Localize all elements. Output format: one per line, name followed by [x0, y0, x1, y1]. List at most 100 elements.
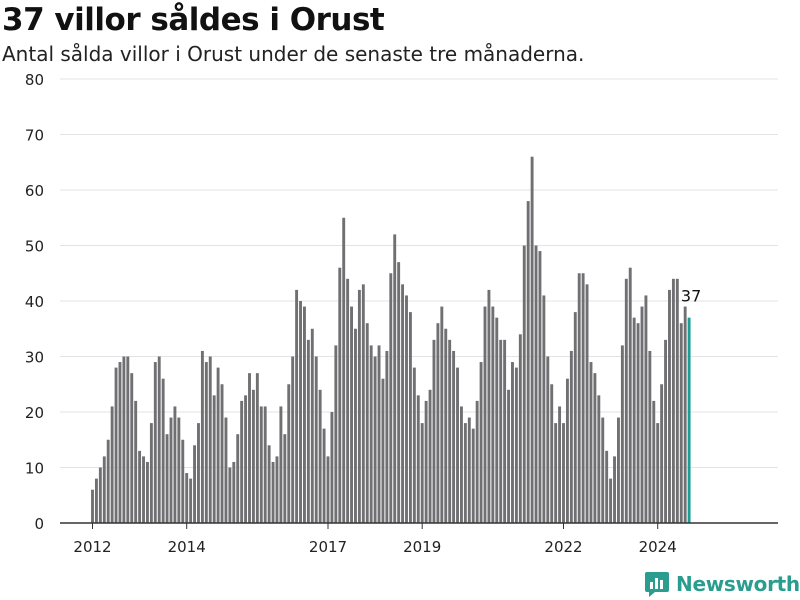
bar: [397, 262, 401, 523]
bar: [408, 312, 412, 523]
highlight-label: 37: [681, 287, 701, 306]
bar: [597, 395, 601, 523]
bar: [177, 417, 181, 523]
bar: [644, 295, 648, 523]
bar: [507, 389, 510, 523]
bar: [487, 289, 491, 523]
bar: [460, 406, 463, 523]
bar: [503, 339, 507, 523]
bar: [577, 273, 581, 523]
bar: [483, 306, 487, 523]
bar: [687, 317, 691, 523]
bar: [295, 289, 299, 523]
bar: [110, 406, 114, 523]
bar: [562, 423, 565, 523]
bar: [244, 395, 248, 523]
bar: [146, 461, 149, 523]
bar: [546, 356, 550, 523]
bar: [314, 356, 318, 523]
bar: [589, 362, 593, 523]
bar: [440, 306, 444, 523]
bar: [283, 434, 287, 523]
bar: [118, 362, 122, 523]
bar: [204, 362, 208, 523]
bar: [526, 201, 530, 523]
y-tick-label: 20: [25, 404, 44, 422]
bar: [208, 356, 212, 523]
bar: [424, 400, 428, 523]
bar: [279, 406, 283, 523]
bar: [232, 461, 236, 523]
bar: [346, 278, 350, 523]
bar: [248, 373, 251, 523]
bar: [479, 362, 483, 523]
bar: [471, 428, 475, 523]
bar: [303, 306, 306, 523]
bar: [185, 473, 189, 523]
bar: [310, 328, 314, 523]
y-tick-label: 30: [25, 349, 44, 367]
bar: [275, 456, 279, 523]
bar: [518, 334, 522, 523]
bar: [511, 362, 514, 523]
bar: [212, 395, 216, 523]
bar: [377, 345, 381, 523]
chart-title: 37 villor såldes i Orust: [2, 2, 385, 38]
bar: [334, 345, 338, 523]
bar: [640, 306, 644, 523]
bar: [134, 400, 138, 523]
bar: [114, 367, 118, 523]
bar: [499, 339, 503, 523]
y-tick-label: 80: [25, 71, 44, 89]
bar: [620, 345, 624, 523]
bar: [664, 339, 667, 523]
bar: [138, 450, 142, 523]
bar: [581, 273, 585, 523]
bar: [585, 284, 589, 523]
bar: [126, 356, 130, 523]
bar: [463, 423, 467, 523]
bar: [416, 395, 420, 523]
bar: [369, 345, 373, 523]
bar: [330, 412, 334, 523]
bar: [263, 406, 267, 523]
bar: [216, 367, 220, 523]
bar: [157, 356, 161, 523]
bar: [181, 439, 185, 523]
bar: [318, 389, 322, 523]
bar: [495, 317, 499, 523]
bar: [534, 245, 538, 523]
bar: [381, 378, 385, 523]
bar: [142, 456, 145, 523]
bar: [683, 306, 687, 523]
bar: [624, 278, 628, 523]
bar: [448, 339, 452, 523]
bar: [393, 234, 397, 523]
bar: [565, 378, 569, 523]
bar: [656, 423, 660, 523]
x-tick-label: 2019: [403, 538, 441, 556]
bar: [530, 156, 534, 523]
brand-logo: Newsworthy: [644, 569, 800, 599]
bar: [605, 450, 609, 523]
x-tick-label: 2014: [168, 538, 206, 556]
bar: [671, 278, 675, 523]
bar: [405, 295, 408, 523]
bar: [660, 384, 664, 523]
bar: [240, 400, 244, 523]
bar: [306, 339, 310, 523]
bar: [236, 434, 240, 523]
bar: [220, 384, 224, 523]
bar: [401, 284, 405, 523]
bar: [197, 423, 200, 523]
bar: [514, 367, 518, 523]
bar: [149, 423, 153, 523]
bar: [161, 378, 165, 523]
bar: [94, 478, 98, 523]
bar: [91, 489, 94, 523]
newsworthy-logo-icon: [645, 572, 669, 597]
y-tick-label: 50: [25, 238, 44, 256]
bar: [271, 461, 275, 523]
bar: [322, 428, 326, 523]
